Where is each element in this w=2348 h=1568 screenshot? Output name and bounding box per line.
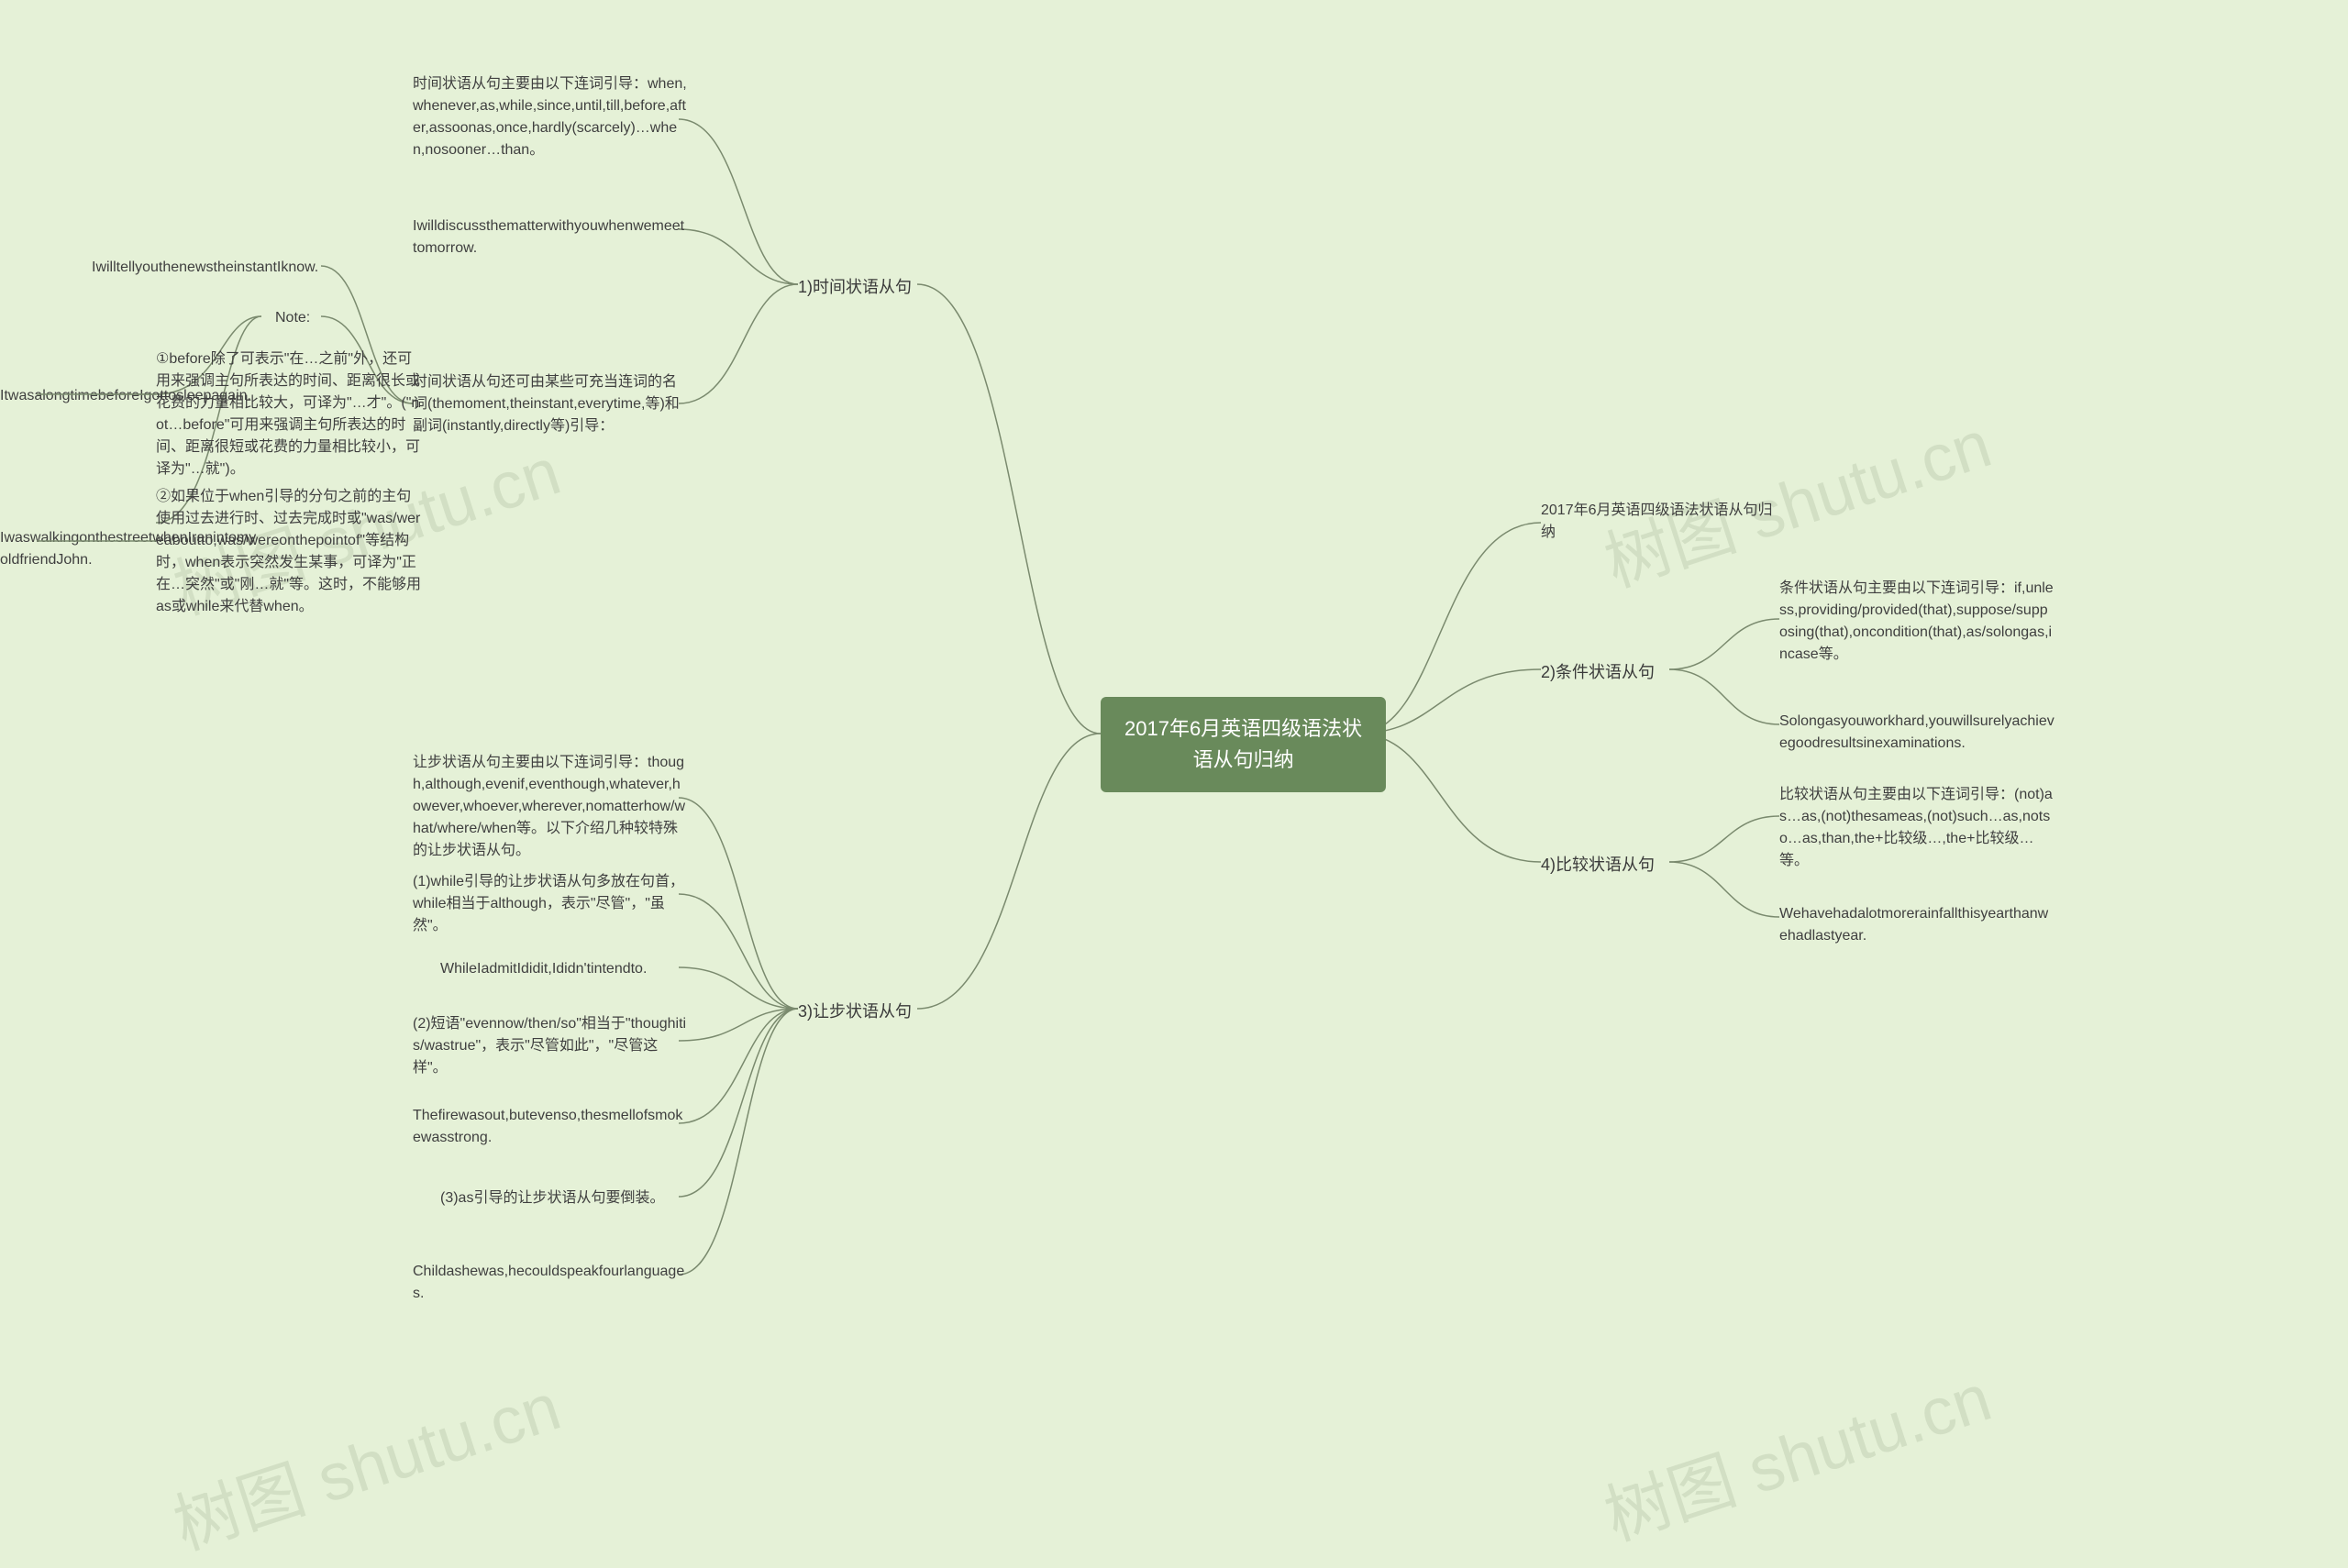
b3-leaf-4: (2)短语"evennow/then/so"相当于"thoughitis/was… xyxy=(413,1013,688,1079)
b3-leaf-7: Childashewas,hecouldspeakfourlanguages. xyxy=(413,1261,688,1305)
b3-leaf-5: Thefirewasout,butevenso,thesmellofsmokew… xyxy=(413,1105,688,1149)
b1-n3b1e: ItwasalongtimebeforeIgottosleepagain. xyxy=(0,385,251,407)
root-node: 2017年6月英语四级语法状语从句归纳 xyxy=(1101,697,1386,792)
branch-2: 2)条件状语从句 xyxy=(1541,660,1655,685)
watermark: 树图 shutu.cn xyxy=(1590,390,2000,605)
b1-n3b: Note: xyxy=(275,307,310,329)
b4-leaf-1: 比较状语从句主要由以下连词引导：(not)as…as,(not)thesamea… xyxy=(1779,784,2054,872)
b3-leaf-1: 让步状语从句主要由以下连词引导：though,although,evenif,e… xyxy=(413,752,688,862)
b3-leaf-6: (3)as引导的让步状语从句要倒装。 xyxy=(440,1187,664,1209)
b1-leaf-2: Iwilldiscussthematterwithyouwhenwemeetto… xyxy=(413,215,688,259)
branch-4: 4)比较状语从句 xyxy=(1541,853,1655,878)
b1-n3b2e: IwaswalkingonthestreetwhenIranintomyoldf… xyxy=(0,527,257,571)
b4-leaf-2: Wehavehadalotmorerainfallthisyearthanweh… xyxy=(1779,903,2054,947)
b2-leaf-2: Solongasyouworkhard,youwillsurelyachieve… xyxy=(1779,711,2054,755)
summary-right: 2017年6月英语四级语法状语从句归纳 xyxy=(1541,500,1773,544)
b3-leaf-2: (1)while引导的让步状语从句多放在句首，while相当于although，… xyxy=(413,871,688,937)
b1-leaf-3: 时间状语从句还可由某些可充当连词的名词(themoment,theinstant… xyxy=(413,371,688,437)
b1-n3a: IwilltellyouthenewstheinstantIknow. xyxy=(92,257,318,279)
branch-3: 3)让步状语从句 xyxy=(798,999,912,1024)
b1-n3b1: ①before除了可表示"在…之前"外，还可用来强调主句所表达的时间、距离很长或… xyxy=(156,348,422,480)
b1-leaf-1: 时间状语从句主要由以下连词引导：when,whenever,as,while,s… xyxy=(413,73,688,161)
b3-leaf-3: WhileIadmitIdidit,Ididn'tintendto. xyxy=(440,958,647,980)
b2-leaf-1: 条件状语从句主要由以下连词引导：if,unless,providing/prov… xyxy=(1779,578,2054,666)
branch-1: 1)时间状语从句 xyxy=(798,275,912,300)
watermark: 树图 shutu.cn xyxy=(160,1353,570,1568)
